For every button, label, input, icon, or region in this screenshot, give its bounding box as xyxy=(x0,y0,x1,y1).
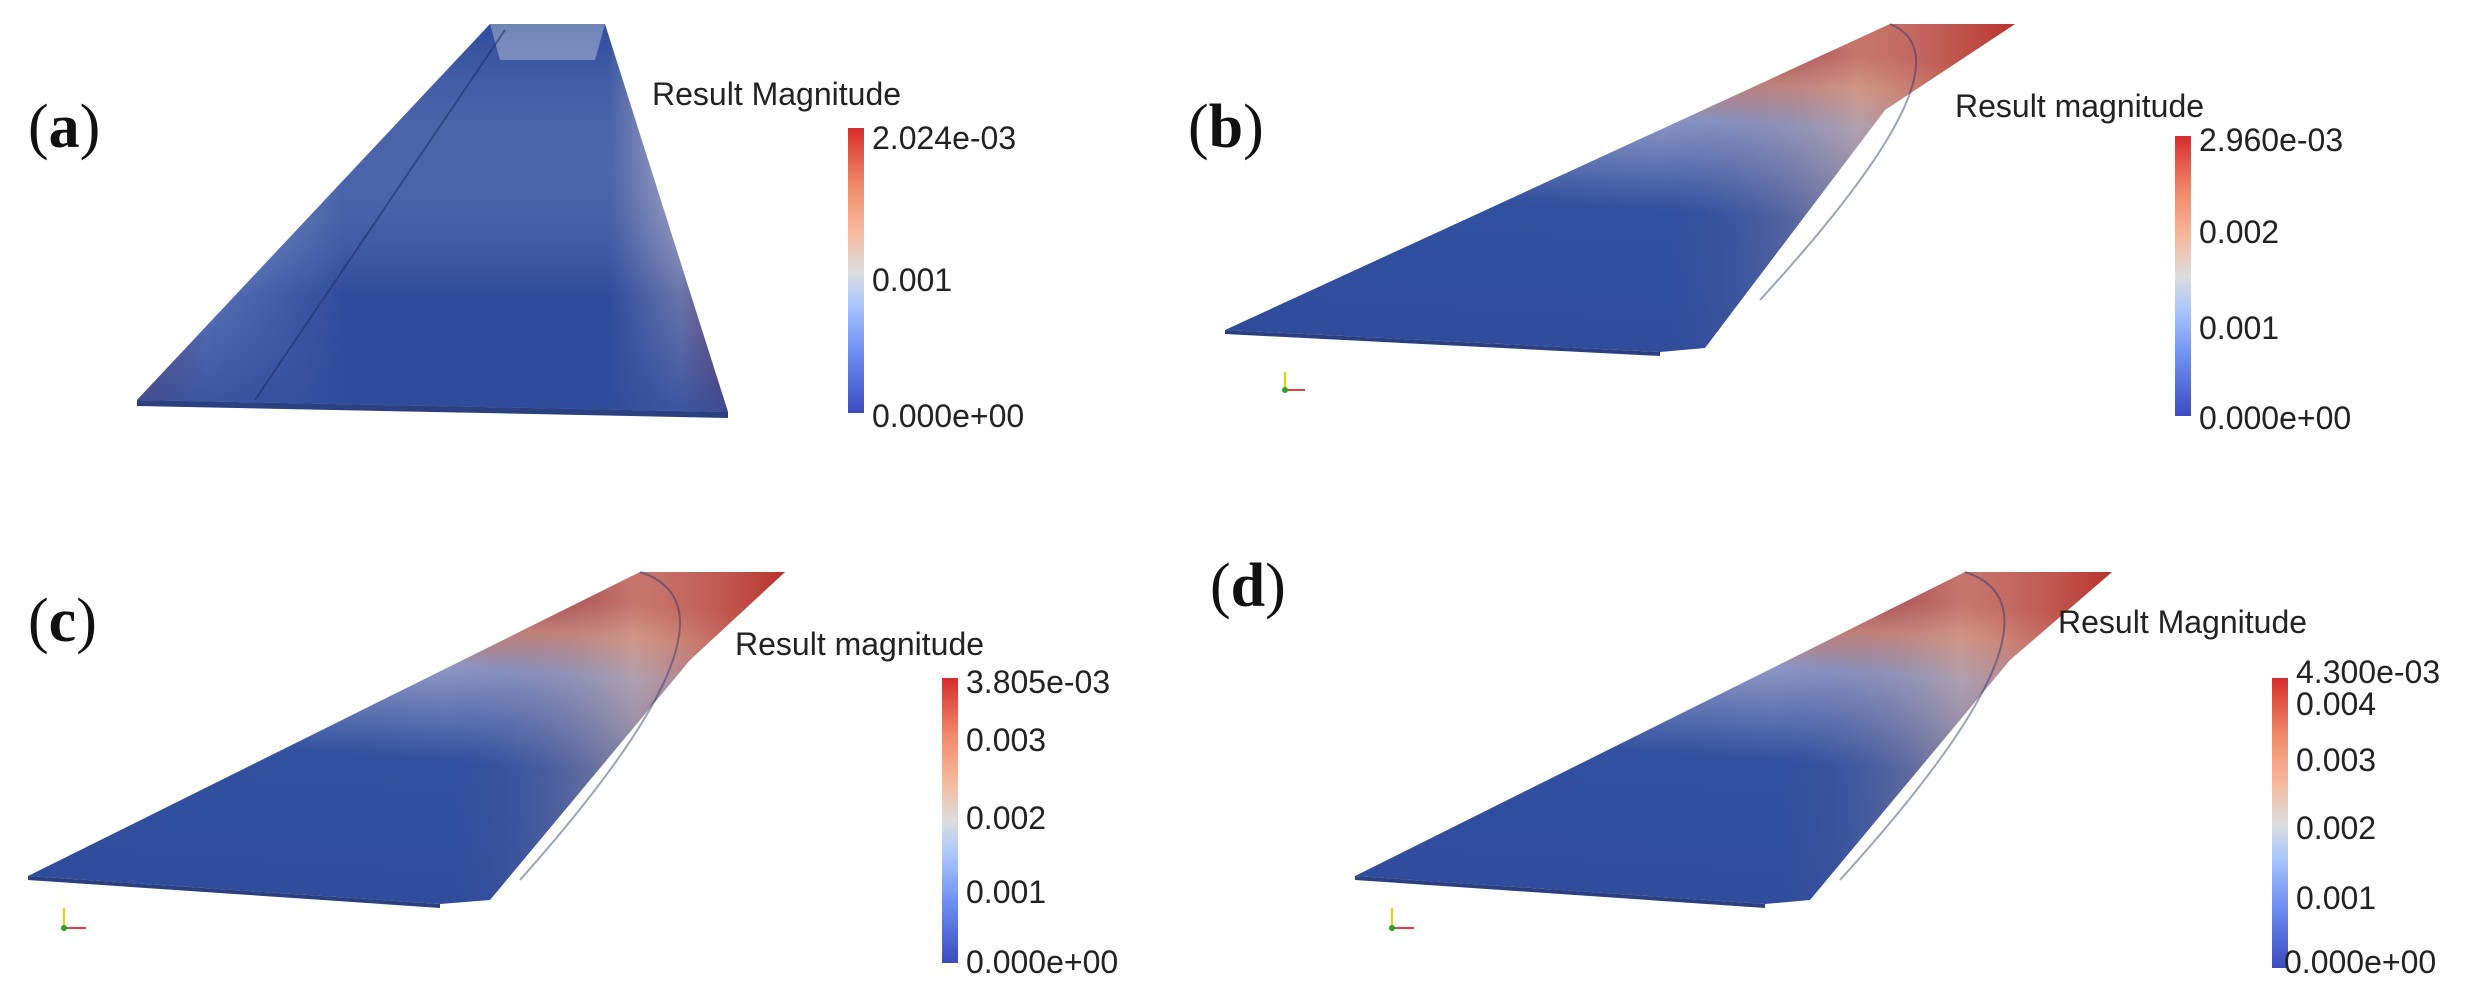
render-c xyxy=(28,571,785,931)
colorbar-title-c: Result magnitude xyxy=(735,626,985,662)
colorbar-d-tick-4: 0.001 xyxy=(2296,880,2377,916)
panel-label-a: (a) xyxy=(28,93,101,161)
colorbar-d xyxy=(2272,678,2288,968)
colorbar-a xyxy=(848,128,864,413)
colorbar-title-b: Result magnitude xyxy=(1955,88,2205,124)
panel-label-b: (b) xyxy=(1188,93,1264,161)
colorbar-a-min: 0.000e+00 xyxy=(872,398,1025,434)
axis-triad-d xyxy=(1389,908,1414,931)
colorbar-d-tick-3: 0.002 xyxy=(2296,810,2377,846)
colorbar-c-tick-1: 0.003 xyxy=(966,722,1047,758)
axis-triad-c xyxy=(61,908,86,931)
panel-label-c: (c) xyxy=(28,587,97,655)
render-a xyxy=(137,24,728,418)
render-d xyxy=(1355,571,2112,931)
colorbar-d-tick-1: 0.004 xyxy=(2296,686,2377,722)
panel-label-d: (d) xyxy=(1210,552,1286,620)
colorbar-b-tick-2: 0.001 xyxy=(2199,310,2280,346)
colorbar-b-min: 0.000e+00 xyxy=(2199,400,2352,436)
colorbar-a-max: 2.024e-03 xyxy=(872,120,1017,156)
colorbar-c xyxy=(942,678,958,963)
colorbar-c-tick-2: 0.002 xyxy=(966,800,1047,836)
colorbar-c-tick-3: 0.001 xyxy=(966,874,1047,910)
colorbar-d-tick-2: 0.003 xyxy=(2296,742,2377,778)
colorbar-b-max: 2.960e-03 xyxy=(2199,122,2344,158)
colorbar-d-min: 0.000e+00 xyxy=(2284,944,2437,980)
colorbar-b-tick-1: 0.002 xyxy=(2199,214,2280,250)
axis-triad-b xyxy=(1282,372,1305,393)
colorbar-a-tick: 0.001 xyxy=(872,262,953,298)
colorbar-b xyxy=(2175,136,2191,416)
colorbar-c-min: 0.000e+00 xyxy=(966,944,1119,980)
render-b xyxy=(1225,23,2015,393)
colorbar-title-a: Result Magnitude xyxy=(652,76,902,112)
colorbar-c-max: 3.805e-03 xyxy=(966,664,1111,700)
colorbar-d-max: 4.300e-03 xyxy=(2296,654,2441,690)
colorbar-title-d: Result Magnitude xyxy=(2058,604,2308,640)
